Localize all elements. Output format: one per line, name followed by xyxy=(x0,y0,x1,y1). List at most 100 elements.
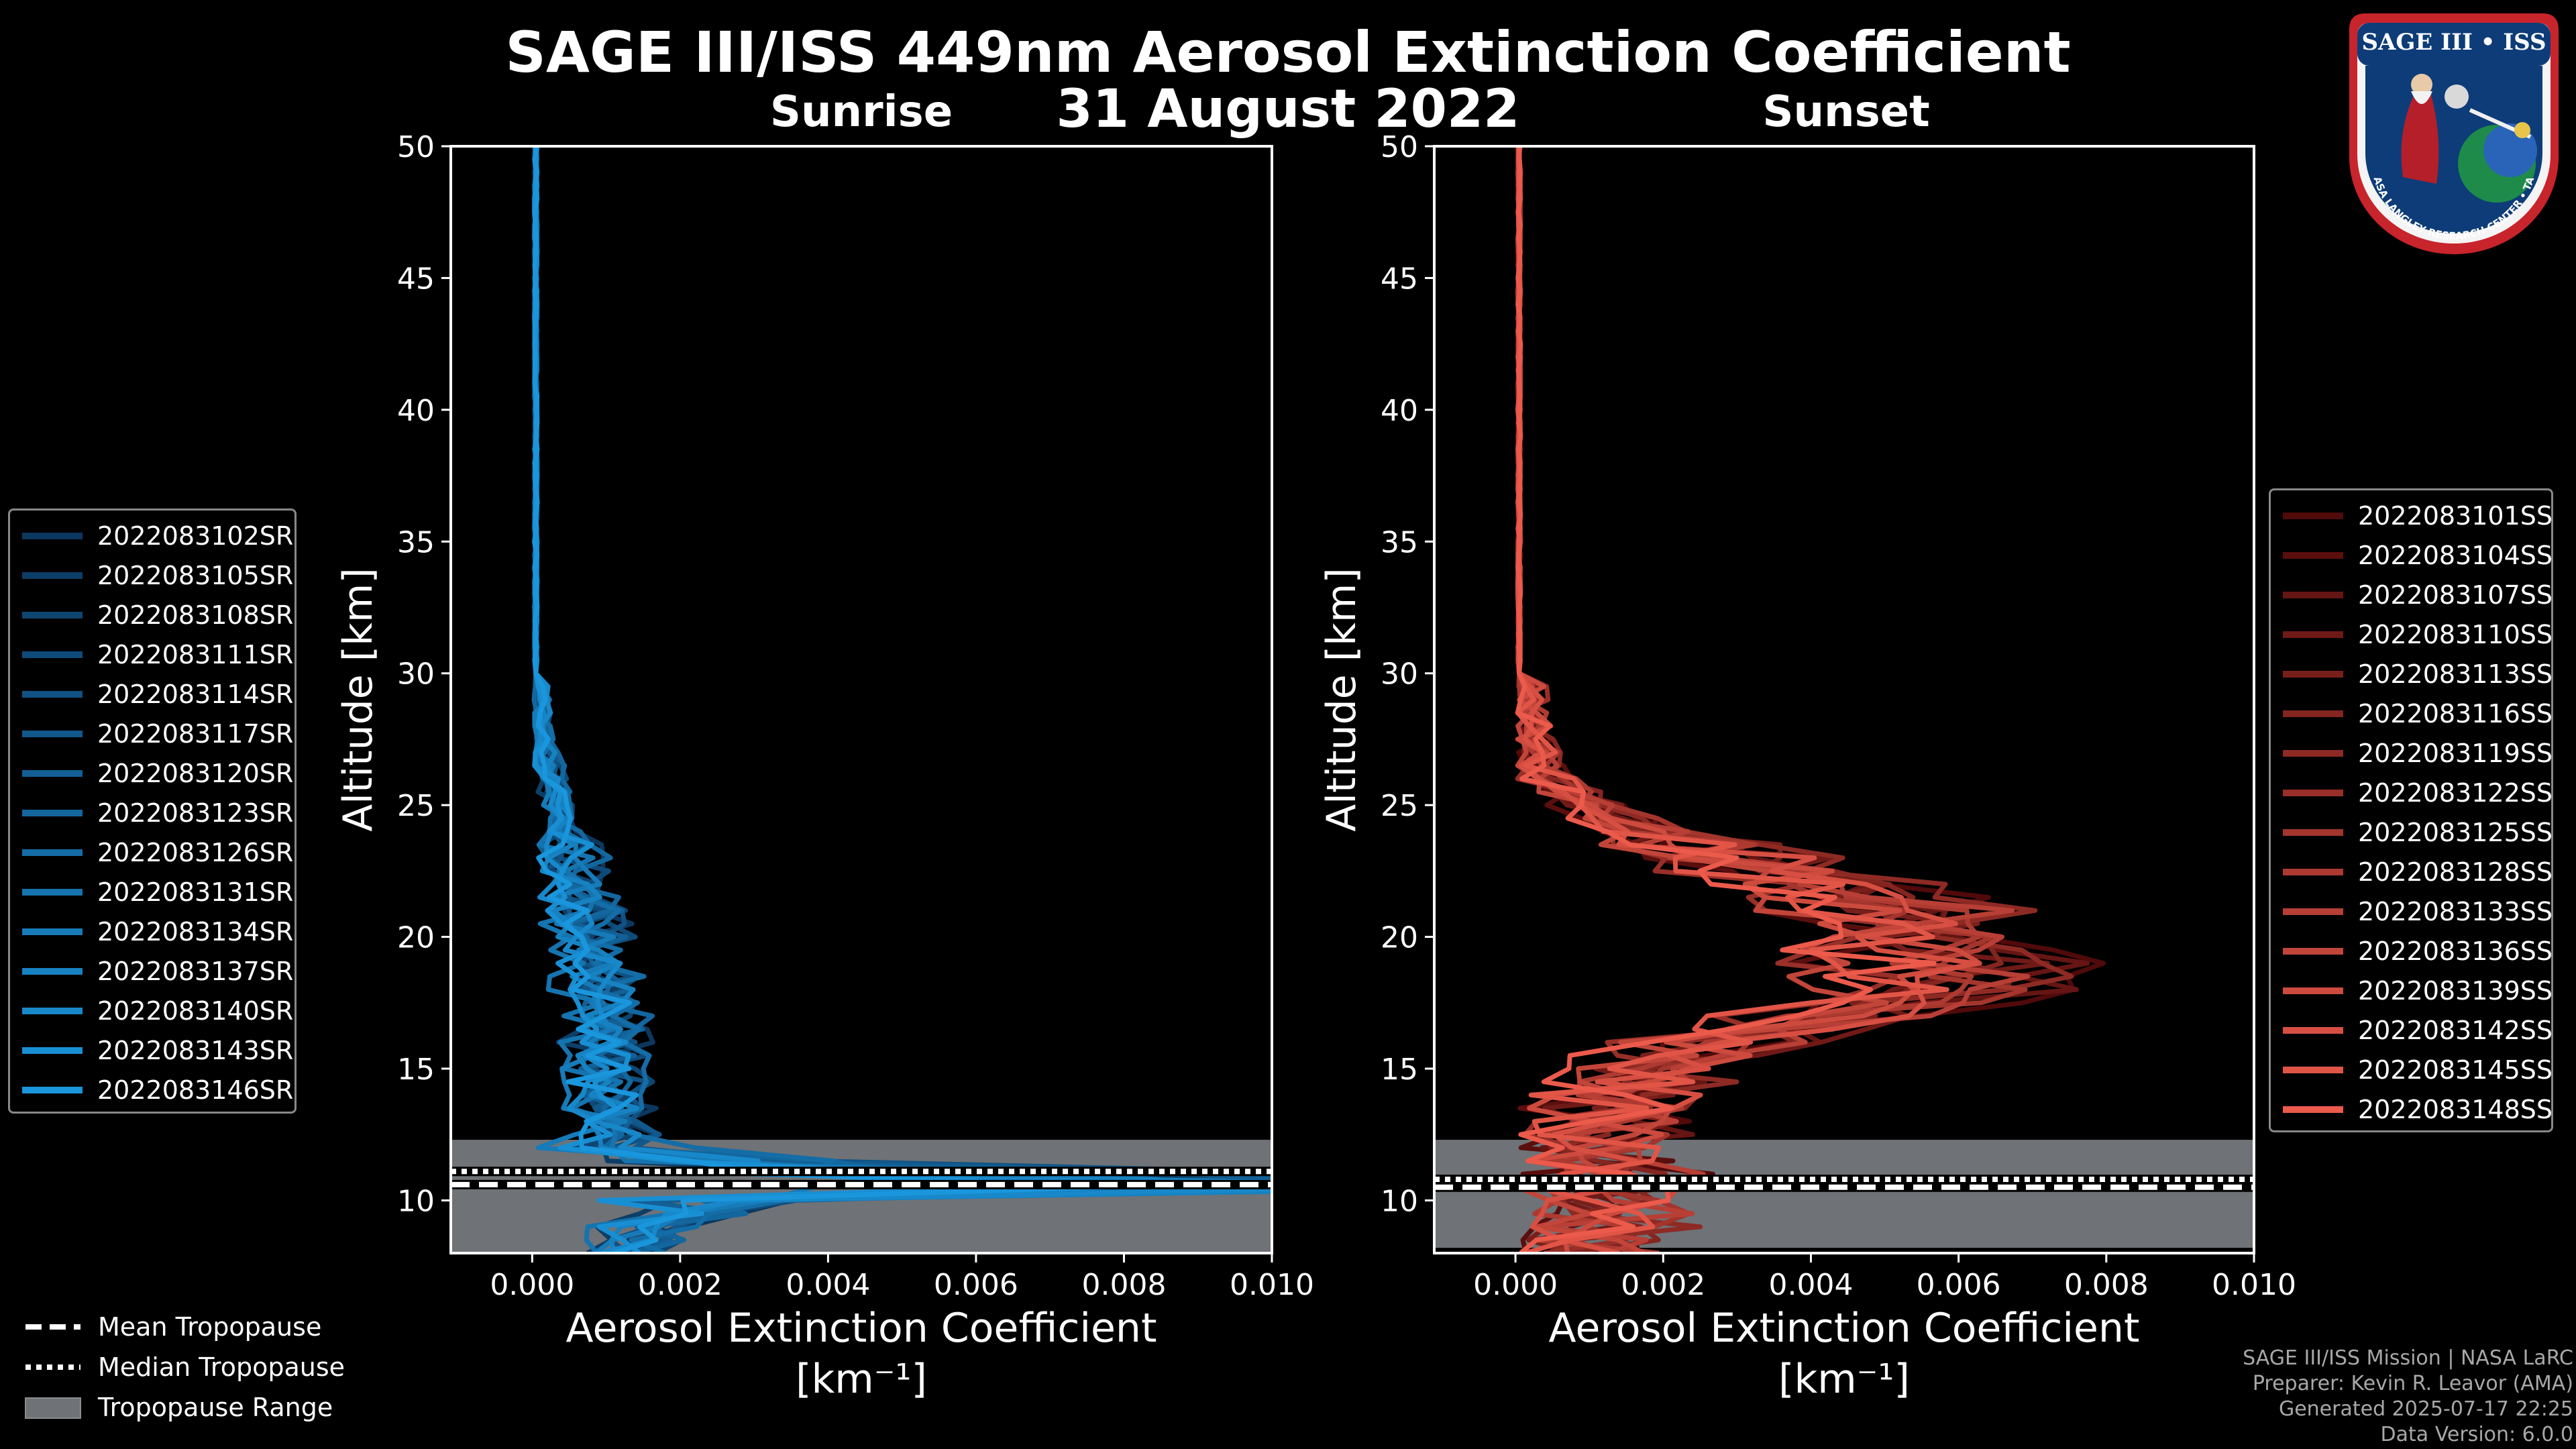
legend-entry: 2022083102SR xyxy=(10,517,293,555)
legend-entry: 2022083116SS xyxy=(2271,695,2553,733)
legend-label: 2022083126SR xyxy=(97,838,294,867)
legend-entry: 2022083128SS xyxy=(2271,853,2553,891)
legend-label: 2022083134SR xyxy=(97,917,294,947)
legend-label: 2022083111SR xyxy=(97,640,294,669)
y-tick-label: 40 xyxy=(1381,394,1418,428)
dotted-line-icon xyxy=(25,1364,80,1370)
legend-label: 2022083125SS xyxy=(2358,818,2553,847)
legend-label: 2022083110SS xyxy=(2358,620,2553,649)
legend-label: 2022083120SR xyxy=(97,759,294,788)
main-title: SAGE III/ISS 449nm Aerosol Extinction Co… xyxy=(505,19,2071,85)
legend-label: 2022083137SR xyxy=(97,957,294,986)
legend-label: 2022083131SR xyxy=(97,877,294,907)
x-axis-unit: [km⁻¹] xyxy=(1778,1356,1910,1403)
y-tick-label: 10 xyxy=(397,1184,435,1218)
y-tick-label: 25 xyxy=(397,789,435,823)
y-tick-label: 30 xyxy=(1381,657,1418,692)
legend-entry: 2022083136SS xyxy=(2271,932,2553,970)
legend-entry: 2022083140SR xyxy=(10,992,293,1030)
x-tick-label: 0.006 xyxy=(934,1268,1018,1302)
legend-entry: 2022083125SS xyxy=(2271,814,2553,851)
legend-label: 2022083123SR xyxy=(97,798,294,828)
credit-line: Generated 2025-07-17 22:25 xyxy=(2278,1397,2573,1421)
y-axis-label: Altitude [km] xyxy=(335,568,382,832)
x-tick-label: 0.010 xyxy=(2212,1268,2296,1302)
credit-line: Preparer: Kevin R. Leavor (AMA) xyxy=(2252,1372,2573,1395)
legend-swatch xyxy=(2283,592,2343,598)
y-tick-label: 50 xyxy=(1381,130,1418,164)
legend-entry: 2022083133SS xyxy=(2271,893,2553,930)
legend-entry: 2022083143SR xyxy=(10,1032,293,1069)
legend-entry: 2022083137SR xyxy=(10,953,293,990)
legend-mean-label: Mean Tropopause xyxy=(98,1312,322,1342)
legend-label: 2022083146SR xyxy=(97,1075,294,1105)
tropopause-legend: Mean Tropopause Median Tropopause Tropop… xyxy=(20,1308,396,1429)
x-tick-label: 0.002 xyxy=(1621,1268,1705,1302)
legend-swatch xyxy=(22,968,83,975)
plot-area xyxy=(451,146,1272,1253)
legend-swatch xyxy=(2283,790,2343,796)
x-tick-label: 0.004 xyxy=(786,1268,870,1302)
x-tick-label: 0.004 xyxy=(1768,1268,1853,1302)
logo-text: SAGE III • ISS xyxy=(2361,29,2546,56)
legend-label: 2022083133SS xyxy=(2358,897,2553,926)
legend-swatch xyxy=(22,731,83,737)
legend-entry: 2022083126SR xyxy=(10,834,293,871)
legend-entry: 2022083145SS xyxy=(2271,1051,2553,1089)
legend-swatch xyxy=(22,691,83,698)
legend-swatch xyxy=(2283,987,2343,994)
y-tick-label: 15 xyxy=(397,1053,435,1087)
x-tick-label: 0.006 xyxy=(1917,1268,2001,1302)
legend-swatch xyxy=(22,651,83,658)
legend-swatch xyxy=(2283,552,2343,559)
x-tick-label: 0.002 xyxy=(638,1268,722,1302)
x-axis-label: Aerosol Extinction Coefficient xyxy=(566,1305,1157,1352)
y-tick-label: 35 xyxy=(397,525,435,559)
x-axis-label: Aerosol Extinction Coefficient xyxy=(1549,1305,2140,1352)
legend-label: 2022083117SR xyxy=(97,719,294,749)
legend-label: 2022083101SS xyxy=(2358,501,2553,531)
legend-range-label: Tropopause Range xyxy=(98,1393,333,1422)
sage-iii-iss-logo: SAGE III • ISS BALL • NASA LANGLEY RESEA… xyxy=(2343,9,2559,254)
legend-swatch xyxy=(22,928,83,935)
legend-swatch xyxy=(22,810,83,816)
x-tick-label: 0.000 xyxy=(1473,1268,1558,1302)
legend-entry: 2022083104SS xyxy=(2271,537,2553,574)
legend-swatch xyxy=(22,770,83,777)
legend-label: 2022083143SR xyxy=(97,1036,294,1065)
legend-label: 2022083113SS xyxy=(2358,659,2553,689)
legend-swatch xyxy=(2283,1067,2343,1073)
y-tick-label: 20 xyxy=(1381,921,1418,955)
y-tick-label: 20 xyxy=(397,921,435,955)
legend-median-label: Median Tropopause xyxy=(98,1352,345,1382)
legend-entry: 2022083139SS xyxy=(2271,972,2553,1010)
legend-entry: 2022083117SR xyxy=(10,715,293,753)
plot-frame xyxy=(449,145,1273,1254)
legend-entry: 2022083107SS xyxy=(2271,576,2553,614)
legend-entry: 2022083134SR xyxy=(10,913,293,951)
legend-entry: 2022083142SS xyxy=(2271,1012,2553,1049)
legend-entry: 2022083114SR xyxy=(10,676,293,713)
legend-entry: 2022083101SS xyxy=(2271,497,2553,535)
legend-label: 2022083136SS xyxy=(2358,936,2553,966)
legend-swatch xyxy=(22,849,83,856)
legend-label: 2022083145SS xyxy=(2358,1055,2553,1085)
legend-label: 2022083122SS xyxy=(2358,778,2553,808)
credit-line: Data Version: 6.0.0 xyxy=(2380,1423,2573,1446)
legend-swatch xyxy=(2283,710,2343,717)
legend-tropopause-range: Tropopause Range xyxy=(20,1389,333,1426)
x-tick-label: 0.010 xyxy=(1230,1268,1314,1302)
legend-entry: 2022083146SR xyxy=(10,1071,293,1109)
sunset-legend: 2022083101SS 2022083104SS 2022083107SS 2022… xyxy=(2269,488,2553,1132)
legend-label: 2022083139SS xyxy=(2358,976,2553,1006)
credits: SAGE III/ISS Mission | NASA LaRC Prepare… xyxy=(2243,1346,2573,1448)
legend-label: 2022083140SR xyxy=(97,996,294,1026)
legend-swatch xyxy=(22,1047,83,1054)
legend-entry: 2022083111SR xyxy=(10,636,293,674)
legend-entry: 2022083122SS xyxy=(2271,774,2553,812)
legend-mean-tropopause: Mean Tropopause xyxy=(20,1308,321,1346)
legend-median-tropopause: Median Tropopause xyxy=(20,1348,345,1386)
y-tick-label: 30 xyxy=(397,657,435,692)
legend-swatch xyxy=(2283,1106,2343,1113)
y-tick-label: 50 xyxy=(397,130,435,164)
